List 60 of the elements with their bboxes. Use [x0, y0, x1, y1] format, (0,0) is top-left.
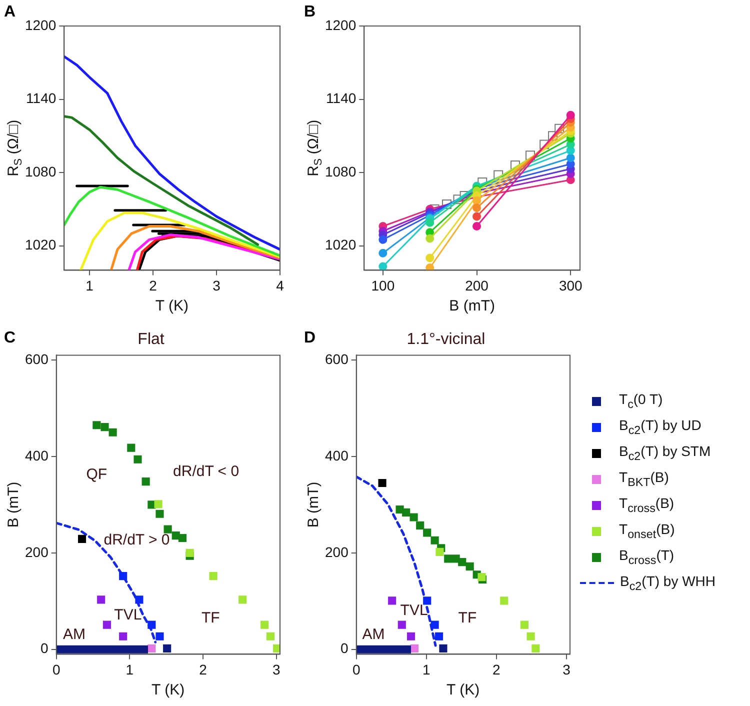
annotation: TF	[458, 609, 477, 626]
text: B	[304, 3, 316, 20]
annotation: AM	[362, 626, 385, 643]
x-axis-title: T (K)	[152, 681, 185, 698]
x-tick-label: 2	[149, 277, 158, 294]
y-tick-label: 600	[325, 350, 349, 367]
y-axis-title: RS (Ω/□)	[5, 120, 24, 176]
chart-title: 1.1°-vicinal	[406, 331, 486, 348]
x-tick-label: 4	[276, 277, 284, 294]
legend-label: B$_{c2}$(T) by WHH	[620, 573, 716, 593]
y-tick-label: 0	[40, 640, 49, 656]
y-axis-title: RS (Ω/□)	[305, 120, 324, 176]
y-tick-label: 0	[340, 640, 349, 656]
y-tick-label: 200	[25, 544, 49, 560]
x-axis-title: B (mT)	[449, 297, 495, 314]
x-tick-label: 1	[86, 277, 94, 294]
y-tick-label: 1020	[24, 236, 56, 253]
annotation: TVL	[400, 602, 428, 619]
x-tick-label: 100	[371, 277, 395, 294]
x-tick-label: 3	[562, 661, 571, 678]
y-tick-label: 1140	[326, 90, 356, 106]
annotation: dR/dT < 0	[173, 462, 240, 480]
legend-label: B$_{c2}$(T) by UD	[619, 417, 702, 437]
y-tick-label: 1200	[24, 16, 56, 33]
y-tick-label: 1140	[26, 90, 56, 106]
y-tick-label: 200	[325, 544, 349, 560]
x-tick-label: 2	[492, 661, 501, 678]
legend-label: T$_{BKT}$(B)	[619, 469, 669, 489]
annotation: AM	[63, 626, 86, 643]
y-tick-label: 1200	[324, 16, 356, 33]
y-tick-label: 600	[25, 350, 49, 367]
x-tick-label: 200	[465, 277, 489, 294]
y-tick-label: 1080	[324, 163, 356, 180]
legend-label: B$_{cross}$(T)	[619, 547, 674, 567]
x-tick-label: 3	[272, 661, 280, 678]
x-axis-title: T (K)	[446, 681, 480, 698]
legend-label: T$_{cross}$(B)	[619, 495, 674, 515]
x-tick-label: 300	[558, 277, 583, 294]
y-axis-title: B (mT)	[5, 482, 22, 528]
y-tick-label: 1080	[24, 163, 56, 180]
annotation: QF	[86, 466, 108, 483]
x-tick-label: 1	[422, 661, 431, 678]
annotation: TF	[202, 609, 220, 626]
annotation: dR/dT > 0	[104, 532, 170, 549]
text: C	[4, 329, 16, 346]
legend-label: T$_{onset}$(B)	[619, 521, 675, 541]
chart-title: Flat	[138, 331, 165, 348]
y-tick-label: 400	[25, 447, 49, 464]
x-tick-label: 2	[199, 661, 208, 678]
y-axis-title: B (mT)	[305, 482, 322, 528]
y-tick-label: 400	[325, 447, 349, 464]
x-tick-label: 3	[212, 277, 221, 294]
annotation: TVL	[114, 606, 142, 624]
text: A	[4, 3, 16, 20]
text: D	[304, 329, 316, 346]
x-tick-label: 1	[126, 661, 134, 678]
legend-label: B$_{c2}$(T) by STM	[619, 443, 711, 463]
x-axis-title: T (K)	[155, 297, 188, 314]
legend-label: T$_{c}$(0 T)	[619, 391, 663, 411]
y-tick-label: 1020	[324, 236, 356, 253]
